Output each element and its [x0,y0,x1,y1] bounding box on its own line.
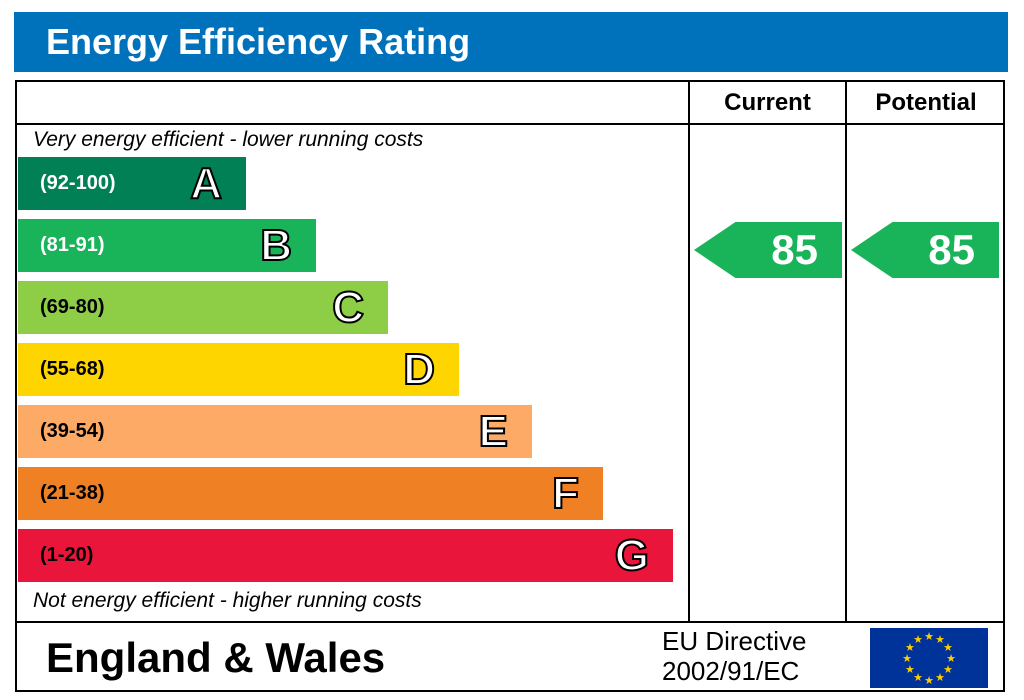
band-bar-c: (69-80) C [18,281,388,334]
current-header: Current [724,89,811,116]
band-range: (92-100) [40,172,116,194]
star-icon: ★ [943,642,953,654]
band-bar-d: (55-68) D [18,343,459,396]
potential-rating-arrow: 85 [851,222,999,278]
band-bar-e: (39-54) E [18,405,532,458]
band-letter: E [478,406,509,457]
band-range: (1-20) [40,544,94,566]
band-range: (21-38) [40,482,105,504]
band-range: (69-80) [40,296,105,318]
region-label: England & Wales [46,634,386,681]
potential-header: Potential [875,89,977,116]
band-letter: G [614,530,650,581]
directive-line1: EU Directive [662,626,807,656]
band-range: (39-54) [40,420,105,442]
page-title: Energy Efficiency Rating [14,12,1008,72]
divider [15,123,1005,125]
band-letter: F [551,468,580,519]
band-bar-g: (1-20) G [18,529,673,582]
band-letter: C [331,282,365,333]
star-icon: ★ [943,664,953,676]
star-icon: ★ [913,634,923,646]
eu-directive: EU Directive 2002/91/EC [662,626,806,686]
band-range: (81-91) [40,234,105,256]
band-bar-a: (92-100) A [18,157,246,210]
divider [15,621,1005,623]
star-icon: ★ [913,672,923,684]
star-icon: ★ [905,642,915,654]
star-icon: ★ [924,631,934,643]
top-note: Very energy efficient - lower running co… [33,128,424,151]
star-icon: ★ [935,634,945,646]
star-icon: ★ [924,675,934,687]
star-icon: ★ [935,672,945,684]
star-icon: ★ [902,653,912,665]
divider [845,80,847,622]
star-icon: ★ [946,653,956,665]
divider [688,80,690,622]
band-letter: B [259,220,293,271]
band-letter: D [402,344,436,395]
eu-flag-icon: ★ ★ ★ ★ ★ ★ ★ ★ ★ ★ ★ ★ [870,628,988,688]
rating-frame [15,80,1005,692]
band-bar-b: (81-91) B [18,219,316,272]
band-range: (55-68) [40,358,105,380]
directive-line2: 2002/91/EC [662,656,800,686]
bottom-note: Not energy efficient - higher running co… [33,589,422,612]
band-letter: A [189,158,223,209]
band-bar-f: (21-38) F [18,467,603,520]
star-icon: ★ [905,664,915,676]
